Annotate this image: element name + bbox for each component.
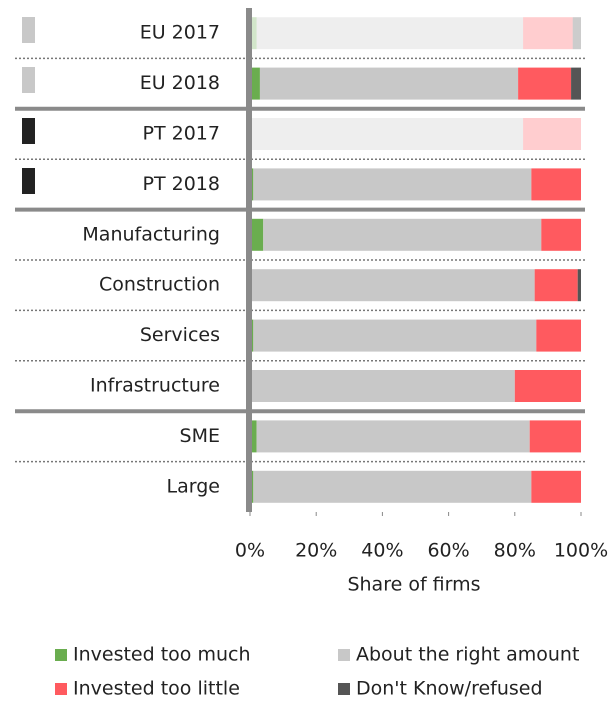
bar-segment	[250, 420, 257, 453]
legend-label: Invested too much	[73, 644, 251, 666]
legend-swatch	[55, 683, 67, 695]
bar-segment	[541, 218, 581, 251]
bar-segment	[253, 319, 537, 352]
x-tick-label: 60%	[427, 540, 469, 562]
y-tick-label: SME	[180, 425, 220, 447]
legend-swatch	[55, 649, 67, 661]
bar-segment	[263, 218, 542, 251]
bar-segment	[518, 67, 572, 100]
legend-swatch	[338, 683, 350, 695]
bar-segment	[514, 370, 581, 402]
bar-segment	[250, 67, 260, 100]
bar-segment	[250, 218, 264, 251]
bar-segment	[534, 269, 578, 302]
bar-segment	[250, 17, 257, 50]
bar-segment	[253, 470, 532, 503]
y-tick-label: PT 2018	[143, 173, 220, 195]
x-tick-label: 0%	[235, 540, 265, 562]
x-tick-label: 80%	[494, 540, 536, 562]
row-markers	[22, 17, 35, 194]
x-axis-title: Share of firms	[347, 574, 480, 596]
bar-segment	[253, 168, 532, 201]
bar-segment	[523, 118, 581, 150]
y-tick-label: Manufacturing	[82, 223, 220, 245]
bar-segment	[523, 17, 573, 50]
bar-segment	[531, 168, 581, 201]
bar-segment	[256, 420, 530, 453]
y-tick-label: EU 2018	[140, 72, 220, 94]
bar-segment	[259, 67, 519, 100]
y-tick-label: Large	[167, 475, 220, 497]
bar-segment	[256, 17, 524, 50]
bar-segment	[571, 67, 581, 100]
bar-segment	[250, 370, 515, 402]
y-tick-label: Services	[140, 324, 220, 346]
y-tick-label: PT 2017	[143, 123, 220, 145]
marker-pt	[22, 168, 35, 194]
y-tick-label: EU 2017	[140, 22, 220, 44]
marker-pt	[22, 118, 35, 144]
bar-segment	[536, 319, 581, 352]
legend-swatch	[338, 649, 350, 661]
x-tick-label: 100%	[554, 540, 608, 562]
bar-segment	[572, 17, 581, 50]
legend-label: Invested too little	[73, 678, 240, 700]
y-tick-label: Infrastructure	[90, 375, 220, 397]
x-tick-label: 40%	[361, 540, 403, 562]
bar-segment	[577, 269, 581, 302]
bar-segment	[531, 470, 581, 503]
bar-segment	[251, 118, 524, 150]
y-tick-label: Construction	[99, 274, 220, 296]
marker-eu	[22, 17, 35, 43]
x-tick-label: 20%	[295, 540, 337, 562]
bar-segment	[250, 269, 535, 302]
marker-eu	[22, 67, 35, 93]
legend-label: About the right amount	[356, 644, 579, 666]
bar-segment	[529, 420, 581, 453]
legend-label: Don't Know/refused	[356, 678, 543, 700]
